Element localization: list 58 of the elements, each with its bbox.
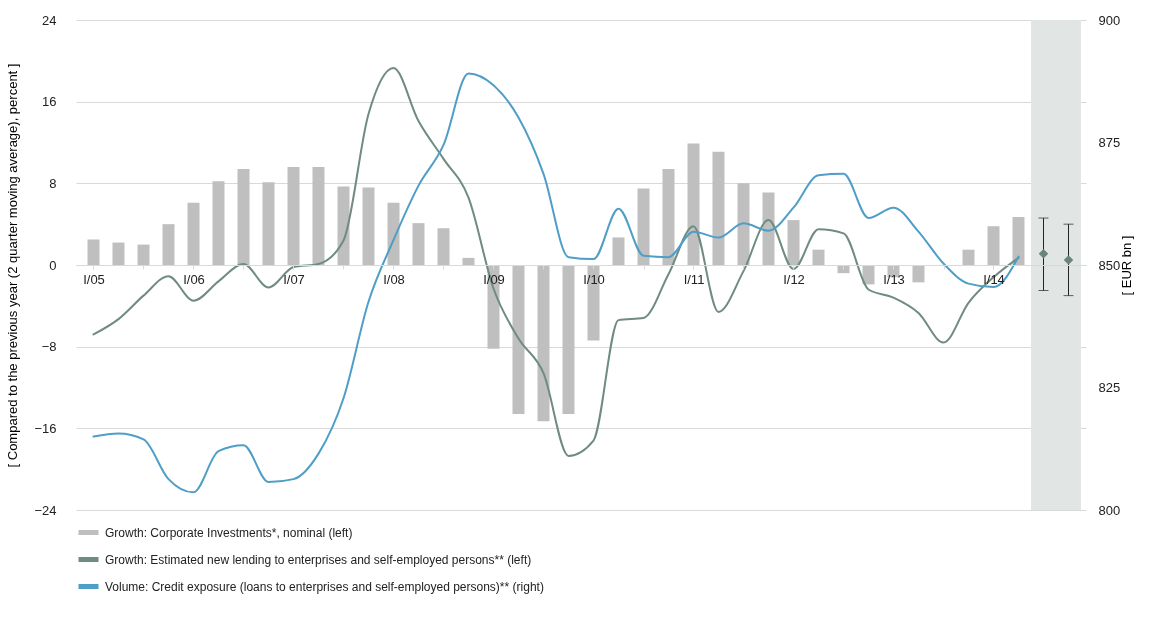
bar bbox=[662, 169, 675, 265]
bar bbox=[612, 237, 625, 265]
bar bbox=[562, 265, 575, 415]
bar bbox=[262, 182, 275, 265]
bar bbox=[1012, 217, 1025, 265]
bar bbox=[637, 188, 650, 265]
bar bbox=[712, 151, 725, 265]
y-tick-label: 24 bbox=[42, 12, 57, 28]
y-tick-label: −16 bbox=[34, 420, 57, 436]
legend-label: Growth: Estimated new lending to enterprises and self-employed persons** (left) bbox=[105, 552, 532, 567]
bar bbox=[787, 220, 800, 265]
y2-axis-title: [ EUR bn ] bbox=[1119, 235, 1135, 296]
bar bbox=[287, 167, 300, 265]
bar bbox=[87, 239, 100, 265]
x-tick-label: I/09 bbox=[483, 271, 505, 287]
x-tick-label: I/12 bbox=[783, 271, 805, 287]
x-tick-label: I/06 bbox=[183, 271, 205, 287]
bar bbox=[362, 187, 375, 265]
legend-label: Growth: Corporate Investments*, nominal (left) bbox=[105, 525, 353, 540]
legend-label: Volume: Credit exposure (loans to enterprises and self-employed persons)** (right) bbox=[105, 579, 544, 594]
x-tick-label: I/11 bbox=[683, 271, 705, 287]
bar bbox=[437, 228, 450, 265]
bar bbox=[162, 224, 175, 265]
y-tick-label: 8 bbox=[49, 175, 57, 191]
bar bbox=[812, 249, 825, 265]
bar bbox=[512, 265, 525, 415]
x-tick-label: I/08 bbox=[383, 271, 405, 287]
bar bbox=[962, 249, 975, 265]
y-tick-label: −24 bbox=[34, 502, 57, 518]
bar bbox=[212, 181, 225, 265]
bar bbox=[112, 242, 125, 265]
bar bbox=[237, 169, 250, 265]
bar bbox=[187, 202, 200, 265]
y-tick-label: 0 bbox=[49, 257, 57, 273]
bar bbox=[987, 226, 1000, 265]
x-tick-label: I/07 bbox=[283, 271, 305, 287]
bar bbox=[687, 143, 700, 265]
bar bbox=[462, 257, 475, 265]
bar bbox=[337, 186, 350, 265]
x-tick-label: I/05 bbox=[83, 271, 105, 287]
y2-tick-label: 800 bbox=[1098, 502, 1121, 518]
y2-tick-label: 850 bbox=[1098, 257, 1121, 273]
y-tick-label: 16 bbox=[42, 94, 57, 110]
bar bbox=[312, 167, 325, 265]
y2-tick-label: 875 bbox=[1098, 135, 1121, 150]
bar bbox=[737, 183, 750, 265]
x-tick-label: I/10 bbox=[583, 271, 605, 287]
bar bbox=[537, 265, 550, 422]
bar bbox=[762, 192, 775, 265]
y-tick-label: −8 bbox=[41, 339, 57, 355]
bar bbox=[412, 223, 425, 265]
x-tick-label: I/13 bbox=[883, 271, 905, 287]
y-axis-title: [ Compared to the previous year (2 quarter moving average), percent ] bbox=[5, 63, 21, 468]
y2-tick-label: 825 bbox=[1098, 380, 1121, 395]
bar bbox=[137, 244, 150, 265]
bar bbox=[912, 265, 925, 283]
y2-tick-label: 900 bbox=[1098, 12, 1121, 28]
bar bbox=[387, 202, 400, 265]
